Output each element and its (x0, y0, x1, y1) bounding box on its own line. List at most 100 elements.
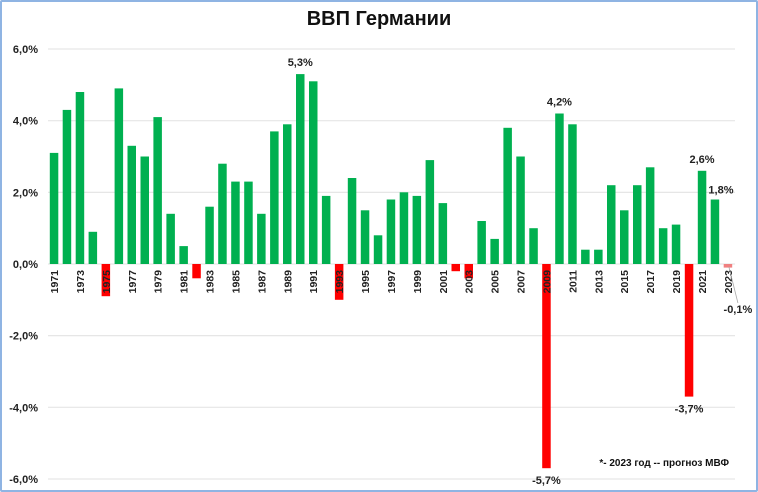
x-axis-labels: 1971 1973 1975 1977 1979 1981 1983 1985 1987 1989… (49, 270, 735, 294)
data-label-1990: 5,3% (288, 57, 313, 69)
x-tick-label: 2017 (645, 270, 657, 294)
bar-2009 (542, 264, 551, 469)
bar-2001 (438, 203, 448, 264)
x-tick-label: 2023 (723, 270, 735, 294)
bar-1980 (166, 213, 175, 264)
bar-1999 (412, 195, 422, 264)
x-tick-label: 1971 (49, 270, 61, 294)
x-tick-label: 1989 (282, 270, 294, 294)
x-tick-label: 2005 (490, 270, 502, 294)
leader-line (728, 266, 739, 304)
x-tick-label: 1987 (256, 270, 268, 294)
bar-1989 (283, 124, 292, 264)
bar-1982 (192, 264, 201, 279)
y-tick-label: -2,0% (9, 331, 38, 343)
bar-1990 (296, 74, 305, 264)
data-label-2023: -0,1% (724, 304, 753, 316)
bar-2013 (594, 249, 603, 264)
bar-1975 (101, 264, 111, 297)
y-tick-label: 0,0% (13, 259, 38, 271)
bar-2003 (464, 264, 473, 279)
bar-1972 (62, 109, 72, 265)
x-tick-label: 1995 (360, 270, 372, 294)
x-tick-label: 1973 (75, 270, 87, 294)
x-tick-label: 1999 (412, 270, 424, 294)
data-label-2010: 4,2% (547, 97, 572, 109)
y-tick-label: -4,0% (9, 402, 38, 414)
bar-1987 (257, 213, 266, 264)
bar-1976 (114, 88, 124, 265)
x-tick-label: 1985 (230, 270, 242, 294)
bar-1986 (244, 181, 253, 264)
bar-2000 (425, 160, 435, 264)
bars (49, 74, 733, 469)
bar-2005 (490, 238, 499, 264)
x-tick-label: 1983 (205, 270, 217, 294)
bar-1985 (231, 181, 240, 264)
bar-1995 (360, 210, 370, 264)
bar-2014 (607, 185, 616, 264)
data-label-2021: 2,6% (689, 154, 714, 166)
bar-2011 (568, 124, 577, 264)
bar-1996 (373, 235, 383, 264)
y-tick-label: 2,0% (13, 187, 38, 199)
x-tick-label: 2007 (516, 270, 528, 294)
x-tick-label: 2013 (593, 270, 605, 294)
chart-title: ВВП Германии (306, 8, 452, 30)
bar-2018 (658, 228, 668, 264)
x-tick-label: 1993 (334, 270, 346, 294)
x-tick-label: 1977 (127, 270, 139, 294)
x-tick-label: 2019 (671, 270, 683, 294)
x-tick-label: 2011 (567, 270, 579, 293)
x-tick-label: 2003 (464, 270, 476, 294)
x-tick-label: 2001 (438, 270, 450, 294)
footnote: *- 2023 год -- прогноз МВФ (599, 458, 729, 469)
x-tick-label: 1975 (101, 270, 113, 294)
data-label-2020: -3,7% (675, 404, 704, 416)
bar-1991 (309, 81, 318, 264)
bar-1979 (153, 117, 162, 264)
bar-1988 (270, 131, 279, 264)
bar-2015 (620, 210, 629, 264)
bar-2010 (555, 113, 564, 264)
bar-1993 (334, 264, 344, 300)
bar-1984 (218, 163, 227, 264)
bar-2022 (710, 199, 720, 264)
y-tick-label: -6,0% (9, 474, 38, 486)
bar-2016 (633, 185, 642, 264)
bar-2019 (671, 224, 681, 264)
data-label-2009: -5,7% (532, 475, 561, 487)
bar-2004 (477, 221, 486, 264)
y-axis-labels: 6,0% 4,0% 2,0% 0,0% -2,0% -4,0% -6,0% (9, 44, 38, 486)
y-tick-label: 6,0% (13, 44, 38, 56)
bar-2006 (503, 127, 512, 264)
bar-2017 (645, 167, 655, 264)
x-tick-label: 2021 (697, 270, 709, 294)
bar-2023 (723, 264, 733, 268)
bar-1981 (179, 246, 188, 264)
data-labels: 5,3% -5,7% 4,2% -3,7% 2,6% 1,8% -0,1% (288, 57, 753, 487)
x-tick-label: 2015 (619, 270, 631, 294)
bar-1971 (49, 152, 59, 264)
bar-1978 (140, 156, 149, 264)
x-tick-label: 1981 (179, 270, 191, 294)
y-tick-label: 4,0% (13, 116, 38, 128)
bar-2012 (581, 249, 590, 264)
bar-2021 (697, 170, 707, 264)
x-tick-label: 1991 (308, 270, 320, 294)
x-tick-label: 1979 (153, 270, 165, 294)
bar-1998 (399, 192, 409, 264)
bar-2002 (451, 264, 460, 272)
bar-2007 (516, 156, 525, 264)
data-label-2022: 1,8% (708, 185, 733, 197)
bar-1994 (347, 178, 357, 264)
bar-1977 (127, 145, 136, 264)
x-tick-label: 1997 (386, 270, 398, 294)
x-tick-label: 2009 (541, 270, 553, 294)
bar-2020 (684, 264, 694, 397)
bar-2008 (529, 228, 538, 264)
bar-1983 (205, 206, 214, 264)
bar-1974 (88, 231, 98, 264)
bar-1997 (386, 199, 396, 264)
